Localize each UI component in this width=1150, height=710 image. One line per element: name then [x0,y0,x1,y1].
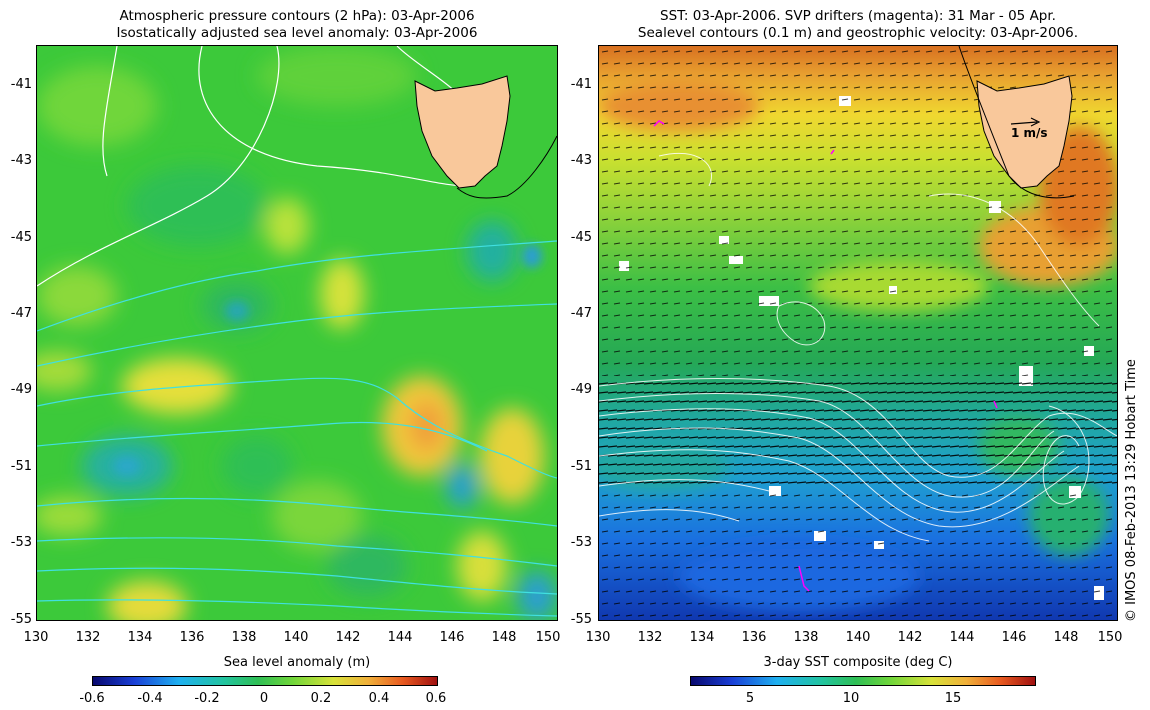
colorbar-tick: 5 [745,691,755,706]
coastline-contour [958,46,1075,199]
left-panel-title: Atmospheric pressure contours (2 hPa): 0… [36,8,558,42]
lon-tick: 144 [949,630,975,645]
colorbar-tick: -0.6 [79,691,105,706]
lon-tick: 132 [637,630,663,645]
lon-tick: 148 [491,630,517,645]
lat-tick: -51 [570,459,592,474]
lon-tick: 140 [845,630,871,645]
lon-tick: 144 [387,630,413,645]
velocity-scale [1010,117,1041,127]
lon-tick: 132 [75,630,101,645]
colorbar-tick: -0.4 [137,691,163,706]
lat-tick: -55 [570,612,592,627]
pressure-contours [37,46,557,617]
lon-tick: 150 [535,630,561,645]
lon-tick: 134 [689,630,715,645]
lon-tick: 146 [1001,630,1027,645]
colorbar-tick: 15 [944,691,962,706]
sea-level-anomaly-map [36,45,558,621]
left-title-line1: Atmospheric pressure contours (2 hPa): 0… [119,8,475,24]
colorbar-tick: 0 [259,691,269,706]
coastline-contour [456,135,557,199]
colorbar-tick: 10 [842,691,860,706]
lat-tick: -49 [570,382,592,397]
velocity-scale-label: 1 m/s [1011,126,1048,140]
colorbar-tick: 0.4 [368,691,390,706]
lon-tick: 140 [283,630,309,645]
lat-tick: -53 [570,535,592,550]
left-colorbar-title: Sea level anomaly (m) [223,655,371,670]
right-colorbar-title: 3-day SST composite (deg C) [763,655,953,670]
lon-tick: 134 [127,630,153,645]
sla-map-svg [37,46,557,620]
lat-tick: -45 [570,230,592,245]
lon-tick: 148 [1053,630,1079,645]
lat-tick: -49 [10,382,32,397]
lon-tick: 136 [741,630,767,645]
sea-level-contours [599,152,1117,542]
imos-credit: © IMOS 08-Feb-2013 13:29 Hobart Time [1124,359,1139,622]
right-panel-title: SST: 03-Apr-2006. SVP drifters (magenta)… [598,8,1118,42]
sla-colorbar [92,676,438,686]
tasmania-land [414,75,511,189]
svp-drifter-tracks [653,120,998,592]
lat-tick: -55 [10,612,32,627]
lon-tick: 150 [1097,630,1123,645]
right-title-line2: Sealevel contours (0.1 m) and geostrophi… [637,25,1079,41]
lon-tick: 138 [231,630,257,645]
colorbar-tick: -0.2 [194,691,220,706]
lon-tick: 146 [439,630,465,645]
lat-tick: -47 [570,306,592,321]
lat-tick: -47 [10,306,32,321]
sst-colorbar [690,676,1036,686]
lon-tick: 138 [793,630,819,645]
right-title-line1: SST: 03-Apr-2006. SVP drifters (magenta)… [660,8,1056,24]
lat-tick: -43 [570,153,592,168]
lat-tick: -43 [10,153,32,168]
sst-map-svg [599,46,1117,620]
colorbar-tick: 0.2 [310,691,332,706]
lon-tick: 142 [897,630,923,645]
lat-tick: -41 [10,77,32,92]
tasmania-land [976,75,1073,189]
lat-tick: -51 [10,459,32,474]
lon-tick: 142 [335,630,361,645]
left-title-line2: Isostatically adjusted sea level anomaly… [116,25,478,41]
lat-tick: -53 [10,535,32,550]
colorbar-tick: 0.6 [425,691,447,706]
sst-map: 1 m/s [598,45,1118,621]
lat-tick: -45 [10,230,32,245]
lon-tick: 136 [179,630,205,645]
lat-tick: -41 [570,77,592,92]
lon-tick: 130 [23,630,49,645]
lon-tick: 130 [585,630,611,645]
